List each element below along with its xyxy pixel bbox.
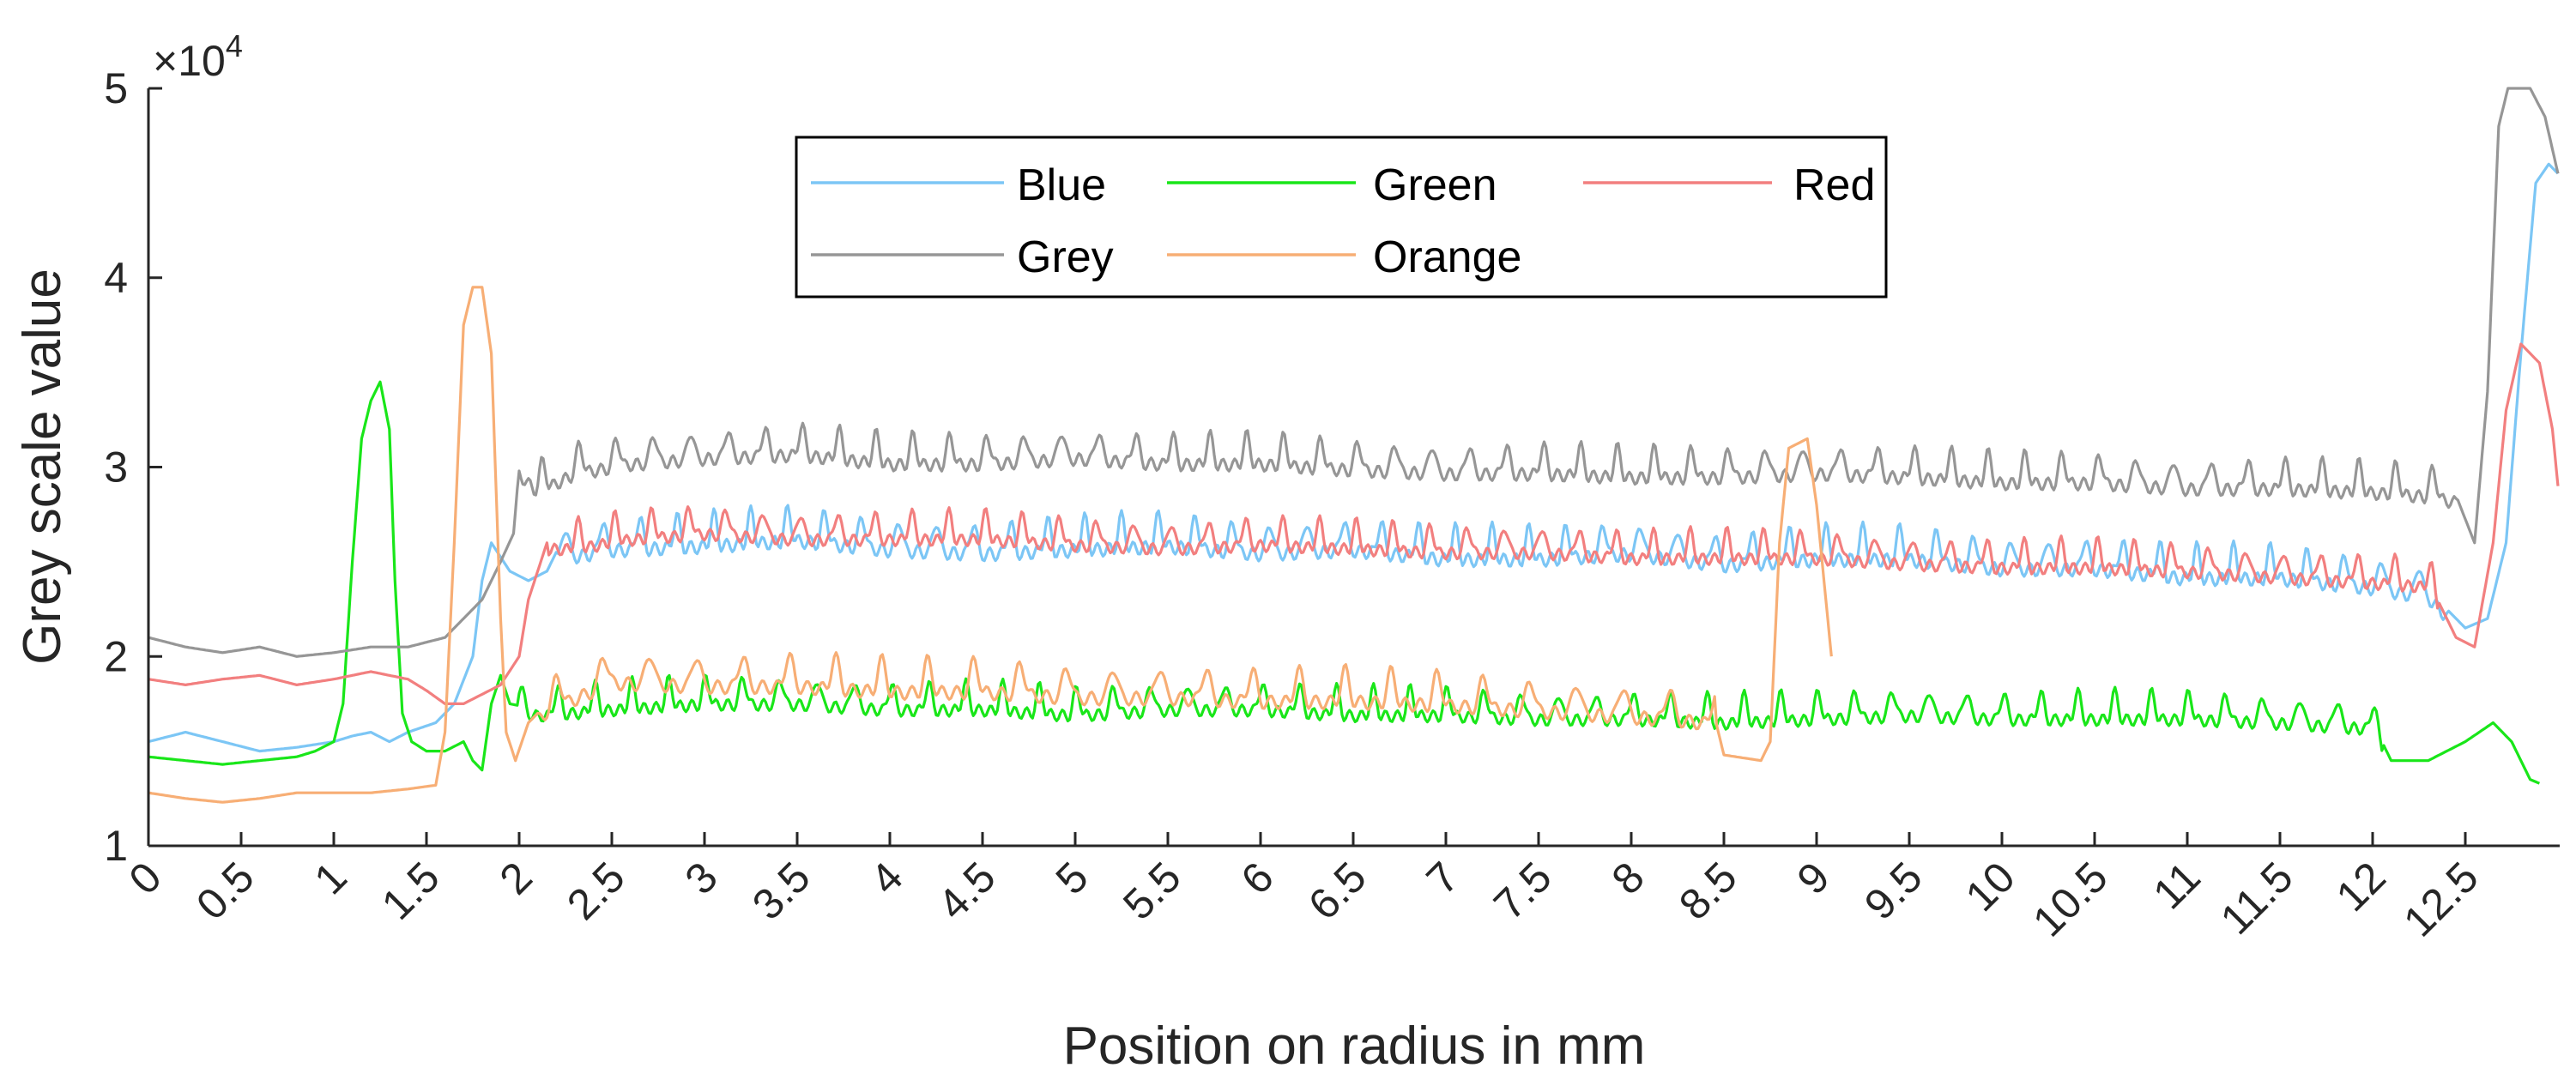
x-tick-label: 9.5 (1855, 853, 1932, 929)
x-axis-label: Position on radius in mm (1063, 1017, 1646, 1076)
y-multiplier-label: ×104 (153, 28, 243, 85)
legend-label-blue: Blue (1017, 160, 1106, 210)
x-ticks: 0 0.5 1 1.5 2 2.5 3 3.5 4 4.5 5 5.5 6 6.5 7 7.5 8 8.5 9 9.5… (120, 832, 2488, 946)
x-tick-label: 8.5 (1670, 853, 1746, 929)
x-tick-label: 2.5 (558, 853, 634, 929)
x-tick-label: 4.5 (928, 853, 1005, 929)
x-tick-label: 10 (1956, 853, 2024, 920)
x-tick-label: 9 (1788, 853, 1839, 903)
y-tick-label: 5 (104, 64, 128, 112)
x-tick-label: 0.5 (187, 853, 263, 929)
y-tick-label: 3 (104, 443, 128, 492)
y-tick-label: 4 (104, 254, 128, 302)
x-tick-label: 6 (1232, 853, 1283, 903)
x-tick-label: 12.5 (2394, 853, 2487, 945)
y-axis-label: Grey scale value (13, 268, 72, 665)
legend-label-orange: Orange (1373, 232, 1521, 282)
legend-label-red: Red (1793, 160, 1875, 210)
legend-label-grey: Grey (1017, 232, 1114, 282)
legend-label-green: Green (1373, 160, 1497, 210)
y-tick-label: 2 (104, 632, 128, 680)
x-tick-label: 2 (491, 853, 541, 903)
x-tick-label: 7.5 (1485, 853, 1561, 929)
legend: Blue Green Red Grey Orange (796, 137, 1886, 297)
x-tick-label: 5 (1047, 853, 1098, 903)
y-multiplier-base: ×10 (153, 37, 226, 85)
x-tick-label: 1 (305, 853, 356, 903)
x-tick-label: 10.5 (2023, 853, 2116, 945)
x-tick-label: 3 (676, 853, 727, 903)
x-tick-label: 3.5 (743, 853, 819, 929)
x-tick-label: 12 (2327, 853, 2395, 920)
x-tick-label: 1.5 (372, 853, 449, 929)
y-multiplier-exponent: 4 (226, 28, 243, 63)
x-tick-label: 7 (1418, 853, 1468, 903)
x-tick-label: 11.5 (2211, 853, 2302, 944)
x-tick-label: 4 (862, 853, 912, 903)
legend-box (796, 137, 1886, 297)
x-tick-label: 6.5 (1299, 853, 1376, 929)
y-tick-label: 1 (104, 822, 128, 870)
x-tick-label: 5.5 (1114, 853, 1190, 929)
x-tick-label: 11 (2144, 853, 2209, 918)
x-tick-label: 8 (1603, 853, 1654, 903)
